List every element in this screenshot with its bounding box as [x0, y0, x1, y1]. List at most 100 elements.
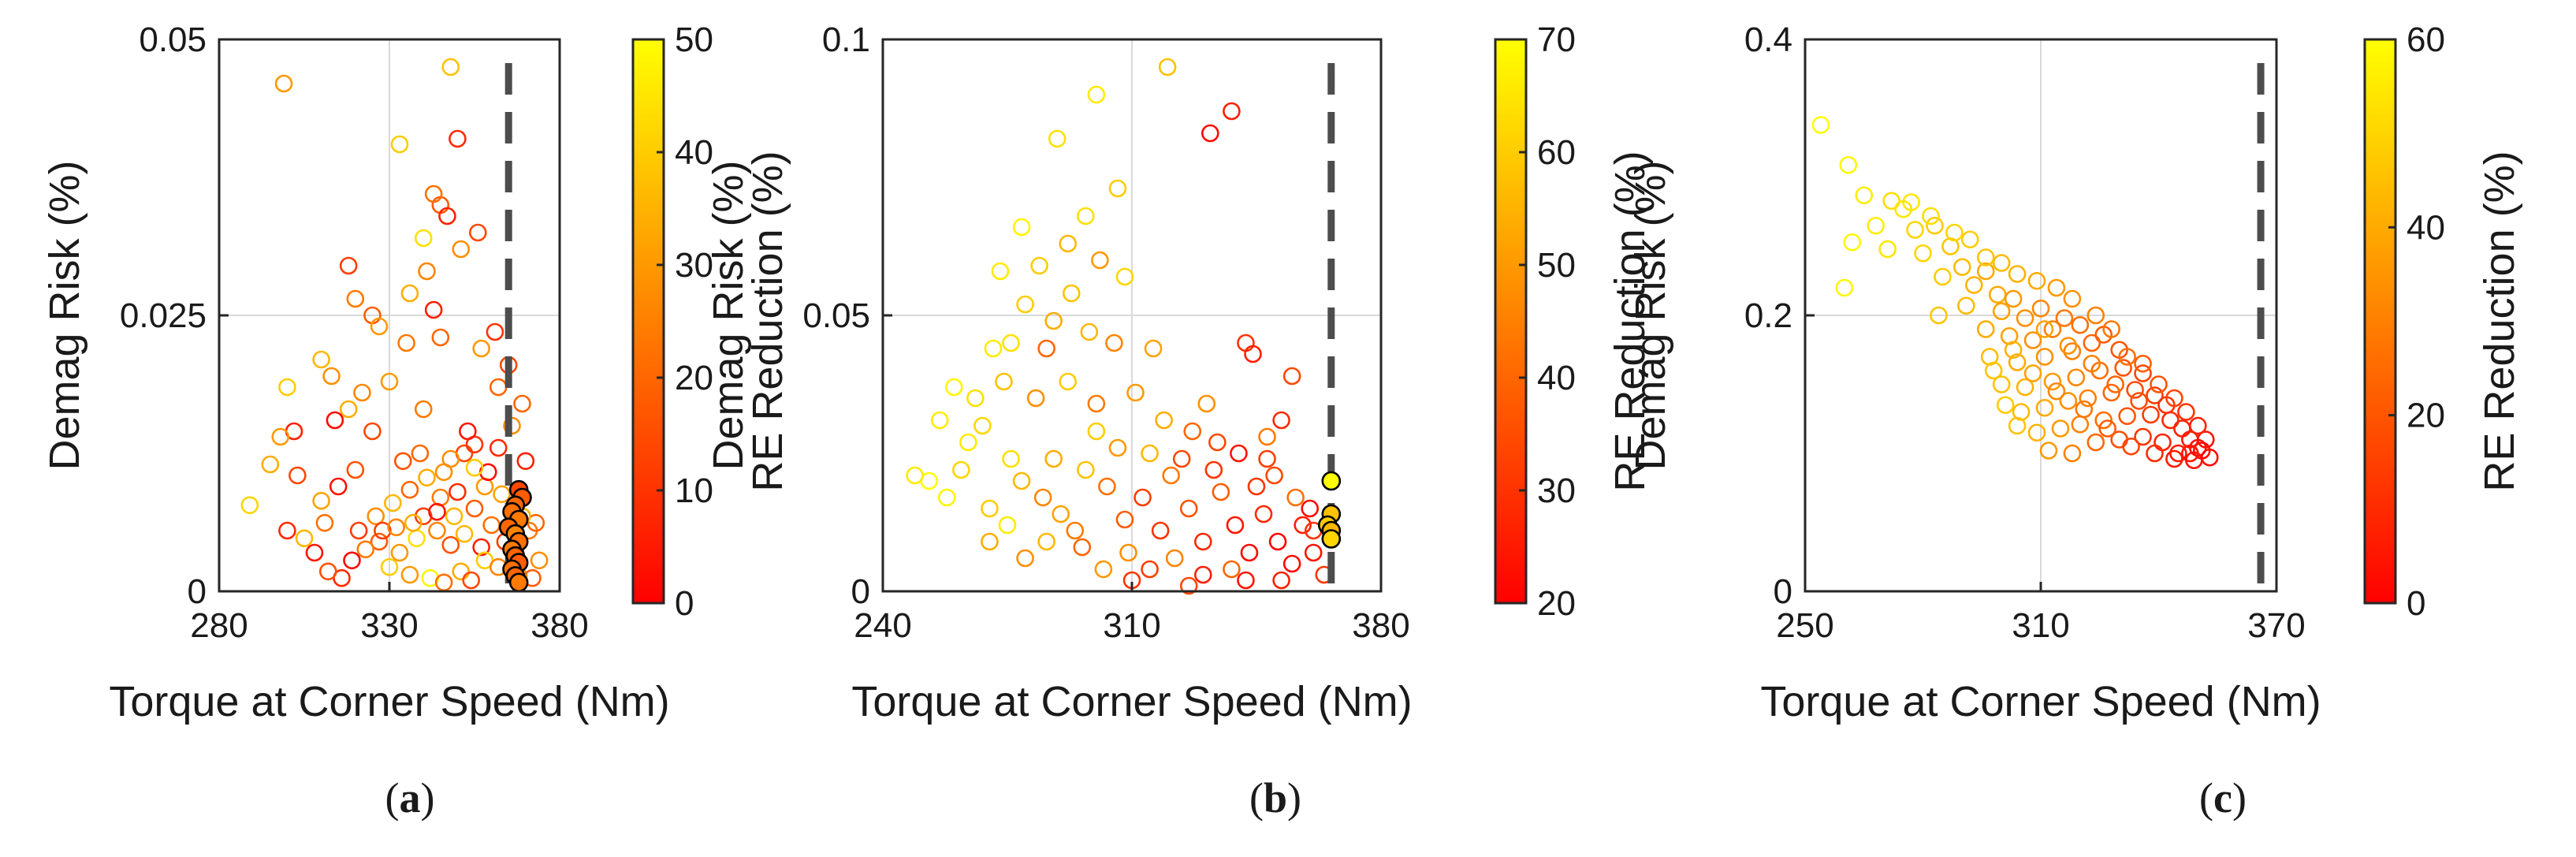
data-point — [400, 480, 419, 499]
data-point — [513, 394, 531, 413]
y-tick-label: 0.4 — [1744, 20, 1792, 59]
data-point — [1304, 543, 1323, 562]
data-point — [2086, 433, 2105, 452]
data-point — [1953, 258, 1971, 277]
data-point — [346, 289, 365, 308]
data-point — [1240, 543, 1259, 562]
data-point — [1992, 254, 2011, 272]
data-point — [363, 422, 382, 441]
data-point — [2055, 309, 2074, 327]
data-point — [1179, 576, 1198, 595]
data-point — [400, 284, 419, 303]
data-point — [465, 458, 484, 477]
data-point — [2126, 381, 2144, 399]
y-tick-label: 0.05 — [802, 296, 870, 335]
data-point — [1914, 244, 1932, 263]
data-point — [2075, 400, 2094, 419]
data-point — [387, 518, 405, 537]
data-point — [1059, 234, 1078, 253]
data-point — [2086, 306, 2105, 325]
data-point — [312, 350, 330, 369]
data-point — [1286, 488, 1305, 507]
panel-label-letter: b — [1264, 774, 1287, 822]
data-point — [1105, 333, 1123, 352]
y-tick-label: 0 — [851, 572, 870, 611]
data-point — [981, 499, 999, 518]
colorbar-tick-label: 40 — [2407, 208, 2445, 247]
data-point — [1835, 278, 1854, 297]
data-point — [441, 535, 460, 554]
data-point — [2102, 383, 2120, 402]
data-point — [1867, 216, 1885, 235]
data-point — [1212, 483, 1230, 501]
data-point — [1964, 276, 1983, 294]
data-point — [452, 240, 471, 259]
x-axis-label: Torque at Corner Speed (Nm) — [109, 678, 669, 725]
data-point — [390, 543, 409, 562]
data-point — [1126, 383, 1145, 402]
data-point — [2200, 448, 2219, 467]
colorbar-tick-label: 0 — [2407, 584, 2425, 623]
data-point — [428, 502, 446, 521]
data-point — [397, 333, 415, 352]
data-point — [2008, 353, 2027, 371]
data-point — [1926, 216, 1944, 235]
colorbar — [631, 38, 665, 605]
y-tick-label: 0.1 — [822, 20, 870, 59]
data-point — [1080, 322, 1099, 341]
data-point — [1878, 240, 1897, 259]
data-point — [1984, 361, 2003, 380]
data-point — [2083, 333, 2101, 352]
data-point — [2134, 354, 2152, 373]
data-point — [2035, 398, 2054, 417]
data-point — [952, 460, 970, 479]
data-point — [1179, 499, 1198, 518]
data-point — [343, 551, 361, 570]
data-point — [1204, 460, 1223, 479]
data-point — [1902, 193, 1920, 211]
data-point — [2150, 375, 2168, 393]
data-point — [1223, 102, 1241, 121]
data-point — [1012, 218, 1031, 237]
data-point — [2004, 289, 2023, 308]
colorbar — [2363, 38, 2397, 605]
data-point — [2027, 271, 2046, 290]
data-point — [367, 507, 385, 526]
data-point — [973, 416, 992, 435]
y-tick-label: 0 — [188, 572, 207, 611]
data-point — [1976, 248, 1995, 266]
data-point — [380, 557, 399, 576]
data-point — [2023, 331, 2042, 349]
data-point — [326, 411, 344, 430]
data-point — [2059, 392, 2078, 410]
panel-label: (c) — [2199, 774, 2247, 822]
y-tick-label: 0.025 — [120, 296, 207, 335]
x-axis-label: Torque at Corner Speed (Nm) — [1760, 678, 2321, 725]
data-point — [2130, 392, 2148, 410]
data-point — [1037, 532, 1055, 551]
data-point — [2008, 265, 2027, 283]
data-point — [449, 483, 467, 501]
data-point — [2004, 341, 2023, 360]
highlighted-point — [1321, 529, 1342, 549]
data-point — [1115, 510, 1134, 529]
data-point — [400, 565, 419, 584]
data-point — [1258, 427, 1276, 446]
data-point — [459, 422, 477, 441]
data-point — [390, 135, 409, 154]
panel-label-paren-close: ) — [421, 774, 435, 822]
data-point — [370, 317, 389, 336]
data-point — [393, 452, 412, 471]
data-point — [1230, 444, 1248, 463]
data-point — [271, 427, 290, 446]
scatter-points — [240, 58, 549, 592]
data-point — [1087, 85, 1106, 104]
data-point — [2059, 337, 2078, 355]
data-point — [305, 543, 324, 562]
data-point — [2079, 389, 2098, 408]
colorbar-label: RE Reduction (%) — [2476, 151, 2523, 491]
panel-c: 250 310 370 0 0.2 0.4 Torque at Corner Speed (… — [1627, 20, 2523, 822]
data-point — [356, 540, 375, 559]
data-point — [2071, 315, 2090, 334]
data-point — [2051, 419, 2070, 438]
